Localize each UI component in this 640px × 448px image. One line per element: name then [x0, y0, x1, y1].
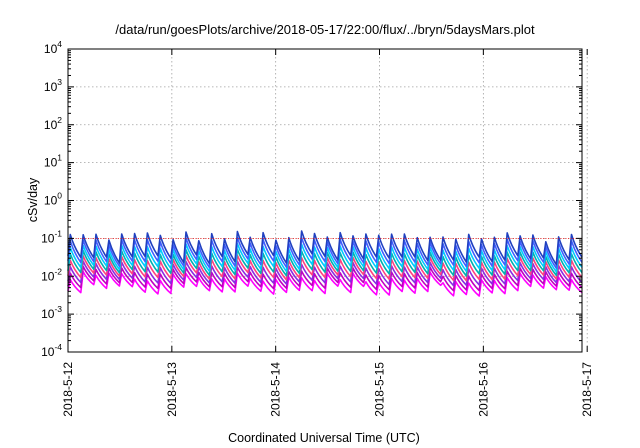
y-tick-label: 10-3	[41, 304, 62, 321]
y-tick-label: 10-2	[41, 266, 62, 283]
x-axis-label: Coordinated Universal Time (UTC)	[228, 431, 420, 445]
x-tick-label: 2018-5-15	[373, 362, 387, 417]
series-line	[67, 260, 583, 287]
y-axis-label: cSv/day	[26, 177, 40, 222]
y-tick-label: 103	[44, 77, 62, 94]
chart-title: /data/run/goesPlots/archive/2018-05-17/2…	[115, 22, 535, 37]
series-line	[67, 236, 583, 269]
x-tick-label: 2018-5-13	[165, 362, 179, 417]
y-tick-label: 10-1	[41, 228, 62, 245]
y-tick-label: 10-4	[41, 342, 62, 359]
x-tick-label: 2018-5-16	[476, 362, 490, 417]
x-tick-label: 2018-5-12	[61, 362, 75, 417]
y-tick-label: 101	[44, 153, 62, 170]
series-line	[67, 265, 583, 292]
x-tick-label: 2018-5-14	[269, 362, 283, 417]
series-line	[67, 242, 583, 273]
y-tick-label: 102	[44, 115, 62, 132]
series-line	[67, 270, 583, 297]
y-tick-label: 104	[44, 39, 62, 56]
x-tick-label: 2018-5-17	[580, 362, 594, 417]
series-line	[67, 248, 583, 277]
y-axis: 10-4 10-3 10-2 10-1 100 101 102 103 104	[41, 39, 582, 359]
x-axis: 2018-5-12 2018-5-13 2018-5-14 2018-5-15 2018…	[61, 49, 594, 417]
y-tick-label: 100	[44, 191, 62, 208]
series-layer	[67, 230, 583, 297]
series-line	[67, 254, 583, 282]
grid	[68, 49, 588, 352]
series-line	[67, 230, 583, 266]
